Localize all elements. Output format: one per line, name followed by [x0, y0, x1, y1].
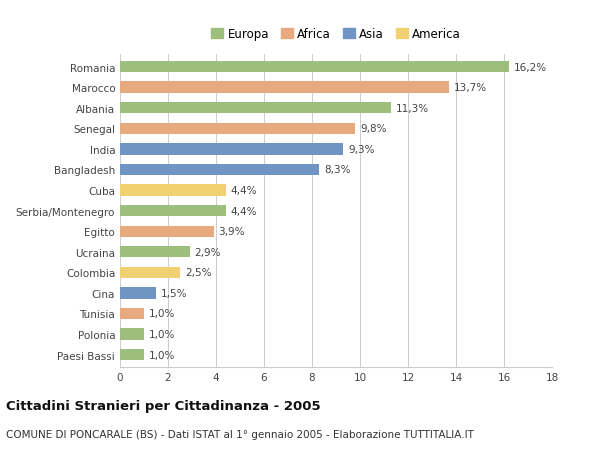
Bar	[120, 226, 214, 237]
Text: 2,5%: 2,5%	[185, 268, 211, 278]
Text: COMUNE DI PONCARALE (BS) - Dati ISTAT al 1° gennaio 2005 - Elaborazione TUTTITAL: COMUNE DI PONCARALE (BS) - Dati ISTAT al…	[6, 429, 474, 439]
Bar	[120, 62, 509, 73]
Text: Cittadini Stranieri per Cittadinanza - 2005: Cittadini Stranieri per Cittadinanza - 2…	[6, 399, 320, 412]
Bar	[120, 82, 449, 94]
Bar	[120, 288, 156, 299]
Text: 1,0%: 1,0%	[149, 350, 175, 360]
Text: 2,9%: 2,9%	[194, 247, 221, 257]
Bar	[120, 329, 144, 340]
Text: 4,4%: 4,4%	[230, 185, 257, 196]
Text: 1,0%: 1,0%	[149, 330, 175, 339]
Text: 1,0%: 1,0%	[149, 309, 175, 319]
Bar	[120, 267, 180, 279]
Text: 11,3%: 11,3%	[396, 103, 429, 113]
Text: 9,3%: 9,3%	[348, 145, 374, 155]
Text: 8,3%: 8,3%	[324, 165, 350, 175]
Text: 3,9%: 3,9%	[218, 227, 245, 237]
Bar	[120, 164, 319, 176]
Bar	[120, 123, 355, 134]
Text: 16,2%: 16,2%	[514, 62, 547, 73]
Bar	[120, 103, 391, 114]
Text: 9,8%: 9,8%	[360, 124, 386, 134]
Bar	[120, 206, 226, 217]
Text: 13,7%: 13,7%	[454, 83, 487, 93]
Text: 4,4%: 4,4%	[230, 206, 257, 216]
Text: 1,5%: 1,5%	[161, 288, 187, 298]
Legend: Europa, Africa, Asia, America: Europa, Africa, Asia, America	[206, 23, 466, 46]
Bar	[120, 349, 144, 360]
Bar	[120, 144, 343, 155]
Bar	[120, 246, 190, 258]
Bar	[120, 185, 226, 196]
Bar	[120, 308, 144, 319]
